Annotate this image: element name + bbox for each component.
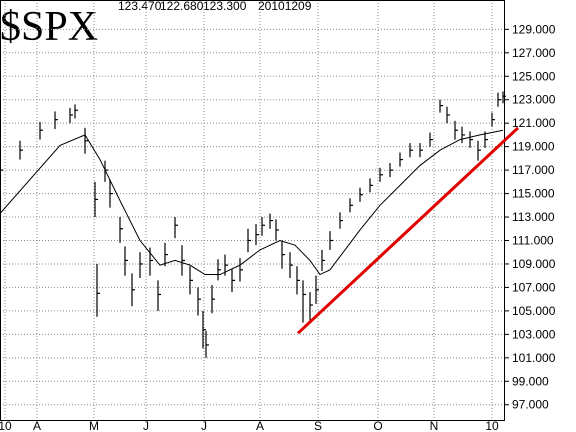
y-tick-label: 111.000 bbox=[512, 234, 554, 248]
x-tick-label: 10 bbox=[0, 419, 12, 432]
y-tick-label: 101.000 bbox=[512, 351, 556, 365]
y-tick-label: 113.000 bbox=[512, 210, 555, 224]
y-tick-label: 127.000 bbox=[512, 46, 556, 60]
plot-frame bbox=[0, 0, 505, 421]
y-tick-label: 125.000 bbox=[512, 69, 556, 83]
x-tick-label: 10 bbox=[485, 419, 499, 432]
y-tick-label: 117.000 bbox=[512, 163, 555, 177]
x-tick-label: O bbox=[373, 419, 382, 432]
y-tick-label: 123.000 bbox=[512, 93, 556, 107]
quote-open: 123.470 bbox=[118, 0, 162, 13]
y-tick-label: 97.000 bbox=[512, 398, 549, 412]
y-tick-label: 105.000 bbox=[512, 304, 556, 318]
x-tick-label: A bbox=[256, 419, 264, 432]
quote-close: 123.300 bbox=[203, 0, 247, 13]
y-tick-label: 103.000 bbox=[512, 327, 556, 341]
y-tick-label: 121.000 bbox=[512, 116, 556, 130]
trendline bbox=[296, 126, 520, 335]
chart-title: $SPX bbox=[0, 4, 98, 50]
x-tick-label: J bbox=[201, 419, 207, 432]
x-tick-label: N bbox=[430, 419, 439, 432]
x-tick-label: J bbox=[143, 419, 149, 432]
y-tick-label: 99.000 bbox=[512, 374, 549, 388]
quote-date: 20101209 bbox=[258, 0, 312, 13]
x-tick-label: M bbox=[89, 419, 99, 432]
y-tick-label: 129.000 bbox=[512, 22, 556, 36]
x-tick-label: A bbox=[33, 419, 41, 432]
y-tick-label: 109.000 bbox=[512, 257, 556, 271]
moving-average bbox=[0, 129, 504, 276]
y-tick-label: 115.000 bbox=[512, 187, 555, 201]
y-tick-label: 119.000 bbox=[512, 140, 555, 154]
x-tick-label: S bbox=[314, 419, 322, 432]
quote-high: 122.680 bbox=[160, 0, 204, 13]
y-tick-label: 107.000 bbox=[512, 280, 556, 294]
